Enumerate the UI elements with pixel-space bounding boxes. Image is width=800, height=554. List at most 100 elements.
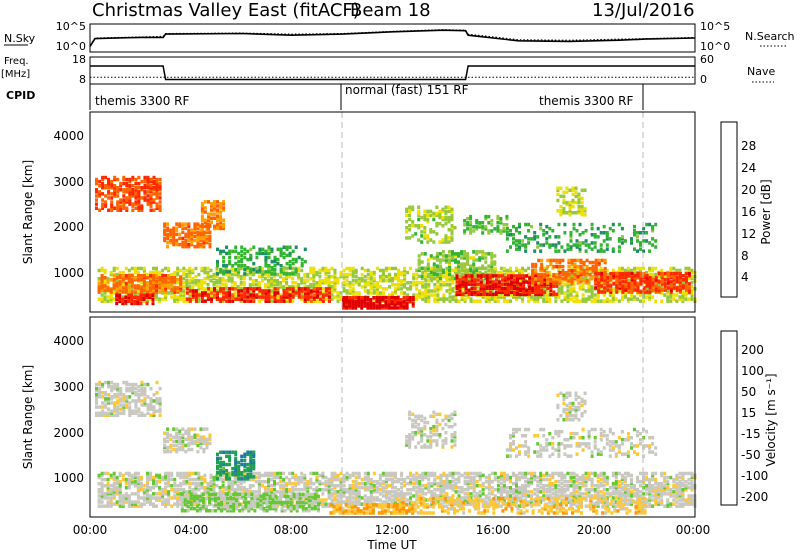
data-cell [188, 279, 192, 283]
data-cell [479, 282, 483, 286]
data-cell [490, 229, 494, 233]
data-cell [560, 285, 564, 289]
data-cell [216, 264, 219, 268]
freq-label: Freq. [4, 56, 29, 67]
data-cell [318, 281, 322, 285]
data-cell [118, 274, 122, 278]
data-cell [487, 295, 491, 299]
data-cell [115, 282, 119, 286]
power-colorbar-ticks: 28 24 20 16 12 8 4 [741, 139, 756, 284]
data-cell [139, 288, 143, 292]
data-cell [163, 230, 167, 234]
data-cell [209, 488, 213, 492]
data-cell [215, 281, 219, 285]
data-cell [621, 286, 625, 290]
data-cell [261, 295, 265, 299]
data-cell [146, 494, 149, 498]
data-cell [581, 285, 585, 289]
data-cell [351, 283, 355, 287]
data-cell [493, 297, 497, 301]
data-cell [348, 272, 352, 277]
data-cell [432, 256, 436, 260]
data-cell [672, 266, 676, 271]
data-cell [200, 291, 204, 295]
data-cell [208, 230, 212, 234]
data-cell [270, 266, 274, 270]
data-cell [369, 279, 373, 283]
data-cell [524, 245, 528, 249]
data-cell [136, 297, 140, 302]
data-cell [194, 293, 198, 297]
data-cell [254, 475, 258, 480]
data-cell [515, 268, 518, 273]
data-cell [651, 278, 655, 282]
data-cell [333, 270, 337, 275]
data-cell [588, 260, 592, 265]
data-cell [236, 486, 240, 490]
data-cell [639, 280, 643, 284]
data-cell [161, 291, 165, 295]
data-cell [264, 295, 268, 299]
data-cell [97, 297, 101, 301]
data-cell [496, 227, 500, 231]
data-cell [252, 287, 256, 291]
data-cell [152, 290, 155, 294]
data-cell [575, 239, 579, 243]
data-cell [546, 286, 550, 290]
data-cell [170, 280, 174, 284]
data-cell [348, 285, 352, 289]
data-cell [112, 490, 116, 494]
data-cell [357, 296, 361, 300]
data-cell [542, 243, 546, 247]
data-cell [158, 278, 162, 282]
data-cell [273, 479, 276, 484]
data-cell [587, 279, 591, 283]
data-cell [684, 293, 688, 297]
data-cell [321, 299, 325, 303]
data-cell [534, 284, 538, 288]
data-cell [342, 302, 346, 306]
data-cell [258, 266, 262, 270]
data-cell [448, 289, 452, 293]
data-cell [684, 284, 688, 288]
data-cell [384, 287, 388, 291]
data-cell [463, 256, 467, 260]
data-cell [580, 206, 584, 211]
data-cell [303, 281, 307, 285]
data-cell [487, 214, 491, 219]
data-cell [327, 494, 331, 498]
data-cell [115, 488, 119, 492]
data-cell [188, 272, 192, 277]
data-cell [375, 283, 379, 287]
data-cell [563, 231, 567, 235]
data-cell [497, 284, 501, 288]
data-cell [612, 276, 616, 280]
data-cell [552, 258, 556, 263]
data-cell [454, 299, 458, 303]
data-cell [487, 299, 491, 303]
data-cell [203, 488, 207, 492]
data-cell [276, 247, 280, 252]
data-cell [127, 274, 131, 278]
data-cell [469, 229, 473, 233]
data-cell [208, 234, 212, 239]
data-cell [179, 276, 183, 280]
data-cell [348, 306, 352, 310]
data-cell [97, 481, 101, 486]
data-cell [288, 498, 292, 502]
data-cell [558, 264, 562, 269]
data-cell [575, 297, 579, 301]
data-cell [481, 281, 485, 285]
data-cell [348, 302, 352, 306]
data-cell [363, 285, 367, 289]
data-cell [375, 287, 379, 291]
data-cell [176, 484, 180, 488]
data-cell [106, 276, 110, 281]
data-cell [657, 286, 661, 290]
data-cell [481, 227, 485, 231]
data-cell [453, 226, 457, 230]
data-cell [552, 284, 556, 288]
data-cell [450, 228, 454, 232]
data-cell [173, 270, 177, 275]
data-cell [549, 288, 553, 292]
